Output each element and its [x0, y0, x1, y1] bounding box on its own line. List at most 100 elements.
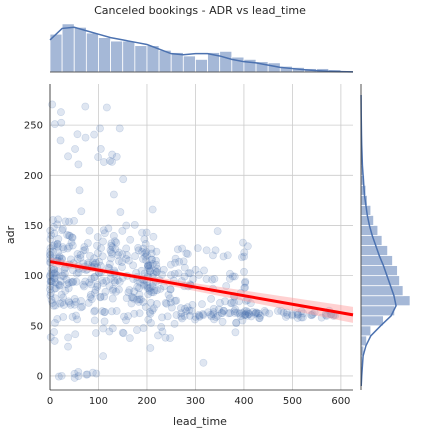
scatter-point: [202, 246, 211, 255]
scatter-point: [176, 304, 185, 313]
scatter-point: [207, 294, 216, 303]
scatter-point: [114, 257, 123, 265]
scatter-point: [120, 312, 128, 321]
scatter-point: [50, 265, 59, 274]
scatter-point: [70, 300, 79, 309]
scatter-point: [158, 327, 167, 336]
scatter-point: [67, 278, 76, 287]
scatter-point: [151, 267, 160, 275]
scatter-point: [136, 295, 145, 304]
scatter-point: [47, 231, 56, 240]
scatter-point: [218, 309, 227, 318]
scatter-point: [66, 300, 75, 309]
scatter-point: [64, 342, 72, 351]
scatter-point: [191, 315, 199, 324]
scatter-point: [74, 160, 83, 169]
scatter-point: [76, 251, 85, 259]
y-tick-label: 0: [37, 371, 43, 382]
top-kde-curve: [49, 26, 354, 73]
scatter-point: [253, 309, 262, 318]
scatter-point: [90, 254, 99, 263]
scatter-point: [139, 255, 147, 263]
scatter-point: [107, 307, 116, 316]
scatter-point: [54, 248, 62, 256]
y-tick-label: 100: [24, 271, 43, 282]
scatter-point: [112, 307, 121, 315]
scatter-point: [261, 308, 270, 317]
scatter-point: [171, 296, 179, 305]
scatter-point: [78, 302, 87, 311]
scatter-point: [282, 313, 290, 321]
scatter-point: [54, 267, 63, 275]
scatter-point: [102, 277, 111, 285]
scatter-point: [148, 306, 157, 315]
scatter-point: [118, 226, 127, 235]
scatter-point: [125, 286, 134, 294]
scatter-point: [254, 309, 263, 318]
scatter-point: [144, 261, 152, 269]
scatter-point: [50, 269, 59, 277]
scatter-point: [209, 251, 217, 260]
scatter-point: [124, 312, 133, 321]
scatter-point: [56, 281, 64, 289]
scatter-point: [115, 285, 123, 294]
scatter-point: [96, 293, 105, 302]
scatter-point: [144, 290, 153, 299]
scatter-point: [94, 153, 102, 161]
scatter-point: [277, 307, 286, 315]
scatter-point: [161, 333, 170, 342]
scatter-point: [146, 309, 155, 318]
scatter-point: [108, 150, 117, 159]
scatter-point: [170, 269, 179, 278]
scatter-point: [53, 220, 62, 229]
scatter-point: [93, 282, 102, 291]
scatter-point: [147, 319, 155, 327]
scatter-point: [50, 120, 59, 129]
top-histogram-bar: [182, 55, 196, 73]
scatter-point: [219, 252, 228, 261]
scatter-point: [180, 272, 189, 281]
scatter-point: [64, 284, 73, 293]
scatter-point: [238, 309, 246, 317]
right-histogram-bar: [360, 295, 411, 307]
scatter-point: [251, 309, 260, 318]
scatter-point: [105, 260, 114, 268]
scatter-point: [90, 130, 99, 139]
scatter-point: [171, 258, 180, 267]
scatter-point: [69, 277, 78, 286]
scatter-point: [57, 118, 66, 127]
scatter-point: [51, 301, 60, 310]
scatter-point: [133, 283, 142, 291]
scatter-point: [145, 286, 154, 295]
scatter-point: [46, 333, 55, 342]
scatter-point: [107, 239, 116, 248]
scatter-point: [48, 242, 57, 250]
scatter-point: [107, 254, 115, 263]
scatter-point: [141, 303, 150, 311]
scatter-point: [108, 294, 117, 303]
scatter-point: [248, 308, 257, 316]
scatter-point: [191, 265, 200, 274]
scatter-point: [134, 297, 143, 306]
scatter-point: [159, 265, 168, 274]
scatter-point: [119, 329, 128, 338]
y-tick-label: 250: [24, 121, 43, 132]
scatter-point: [54, 215, 62, 224]
scatter-point: [293, 310, 302, 319]
scatter-point: [57, 108, 65, 117]
scatter-point: [56, 299, 65, 308]
scatter-point: [54, 372, 63, 381]
scatter-point: [209, 310, 218, 318]
scatter-point: [87, 295, 96, 303]
scatter-point: [51, 319, 59, 327]
scatter-point: [147, 244, 156, 253]
scatter-point: [152, 247, 161, 256]
scatter-point: [136, 278, 145, 287]
scatter-point: [255, 314, 264, 323]
scatter-point: [122, 294, 131, 303]
scatter-point: [170, 319, 179, 328]
scatter-point: [195, 312, 204, 321]
top-histogram-bar: [98, 37, 112, 73]
scatter-point: [163, 312, 172, 321]
scatter-point: [122, 244, 131, 253]
